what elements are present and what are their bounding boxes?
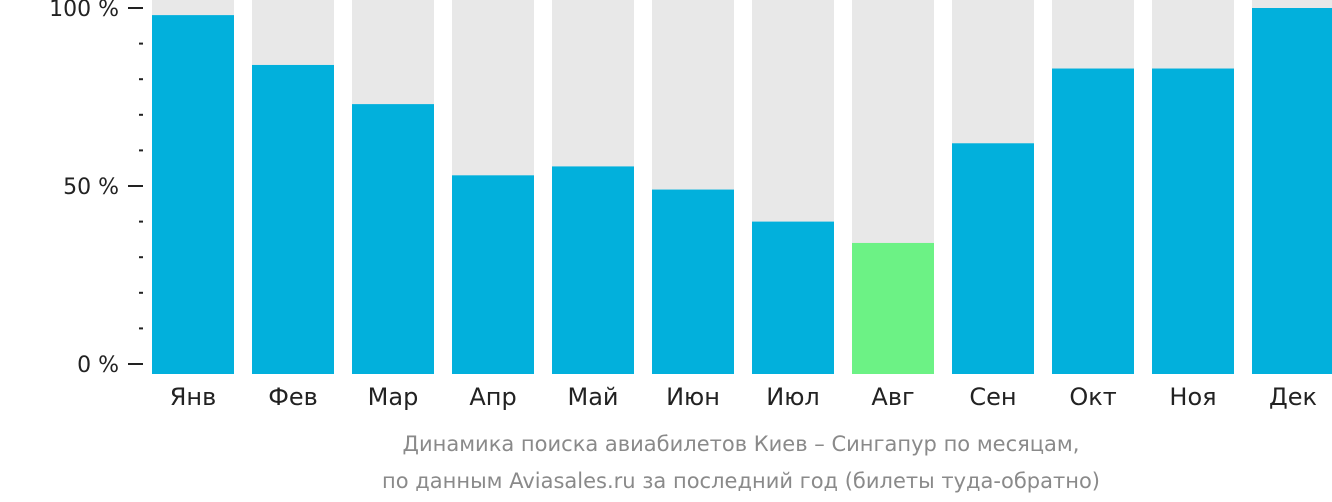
x-tick-label-3: Мар <box>368 383 419 411</box>
bar-12 <box>1252 8 1332 374</box>
x-tick-label-6: Июн <box>666 383 720 411</box>
x-tick-label-2: Фев <box>268 383 318 411</box>
x-tick-label-4: Апр <box>469 383 516 411</box>
bar-1 <box>152 15 234 375</box>
x-tick-label-12: Дек <box>1269 383 1317 411</box>
y-tick-label-3: 100 % <box>49 0 119 22</box>
x-tick-label-1: Янв <box>170 383 217 411</box>
chart-caption-line-1: Динамика поиска авиабилетов Киев – Синга… <box>403 432 1080 456</box>
bar-4 <box>452 175 534 374</box>
bar-8 <box>852 242 934 374</box>
bar-5 <box>552 166 634 374</box>
bar-3 <box>352 104 434 375</box>
y-axis: 0 % 50 % 100 % <box>49 0 143 378</box>
bar-6 <box>652 189 734 374</box>
x-tick-label-10: Окт <box>1069 383 1116 411</box>
bar-10 <box>1052 68 1134 375</box>
bar-7 <box>752 221 834 374</box>
bar-9 <box>952 143 1034 374</box>
x-tick-label-5: Май <box>567 383 618 411</box>
y-tick-label-2: 50 % <box>63 175 119 200</box>
chart-caption-line-2: по данным Aviasales.ru за последний год … <box>382 469 1100 493</box>
bar-11 <box>1152 68 1234 375</box>
data-bars <box>152 8 1332 375</box>
bar-2 <box>252 64 334 375</box>
x-axis-labels: Янв Фев Мар Апр Май Июн Июл Авг Сен Окт Ноя Дек <box>170 383 1317 411</box>
x-tick-label-9: Сен <box>969 383 1016 411</box>
x-tick-label-11: Ноя <box>1169 383 1216 411</box>
x-tick-label-8: Авг <box>871 383 914 411</box>
y-tick-label-1: 0 % <box>77 353 119 378</box>
x-tick-label-7: Июл <box>766 383 820 411</box>
